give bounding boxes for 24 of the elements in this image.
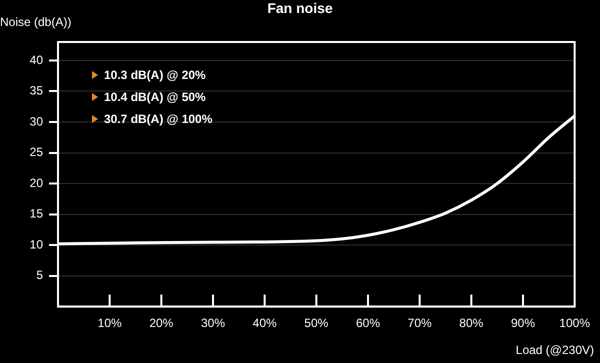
x-tick-label: 10% xyxy=(98,316,122,330)
y-tick-label: 15 xyxy=(30,206,44,221)
x-tick-label: 40% xyxy=(252,316,277,330)
x-tick-label: 80% xyxy=(459,316,484,330)
x-axis-title: Load (@230V) xyxy=(516,343,594,357)
x-tick-label: 30% xyxy=(200,316,226,330)
y-tick-label: 30 xyxy=(30,114,44,128)
x-tick-label: 60% xyxy=(356,316,380,330)
x-tick-label: 90% xyxy=(510,316,536,330)
x-tick-label: 70% xyxy=(408,316,432,330)
y-tick-label: 25 xyxy=(30,145,44,160)
annotation: 30.7 dB(A) @ 100% xyxy=(104,112,212,126)
annotation: 10.3 dB(A) @ 20% xyxy=(104,68,206,82)
y-tick-label: 5 xyxy=(36,268,44,282)
y-tick-label: 35 xyxy=(30,84,44,98)
y-axis-title: Noise (db(A)) xyxy=(0,15,72,29)
y-tick-label: 10 xyxy=(30,237,44,252)
x-tick-label: 100% xyxy=(559,316,590,330)
y-tick-label: 40 xyxy=(30,52,44,67)
chart-title: Fan noise xyxy=(266,0,334,16)
annotation: 10.4 dB(A) @ 50% xyxy=(104,90,206,104)
y-tick-label: 20 xyxy=(30,176,44,190)
x-tick-label: 20% xyxy=(149,316,174,330)
x-tick-label: 50% xyxy=(304,316,329,330)
